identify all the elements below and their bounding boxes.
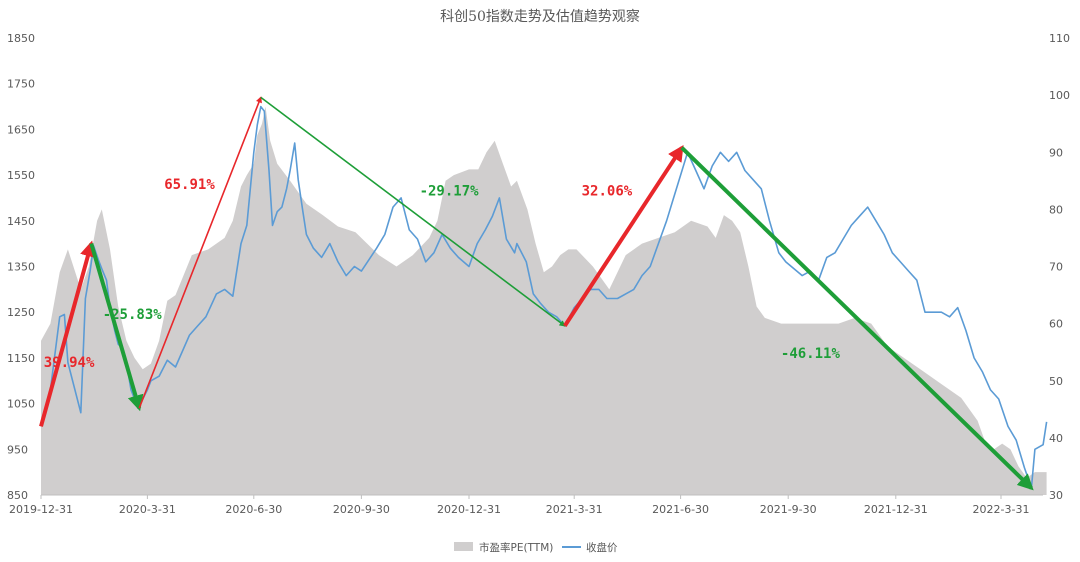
x-tick-label: 2019-12-31 [9,503,73,516]
y-left-tick-label: 950 [7,443,28,456]
x-axis: 2019-12-31 2020-3-31 2020-6-30 2020-9-30 202… [9,495,1029,516]
annotation-label: -25.83% [103,307,163,323]
y-left-tick-label: 1350 [7,261,35,274]
annotation-label: 39.94% [44,355,95,371]
pe-area-layer [41,106,1047,495]
x-tick-label: 2020-3-31 [119,503,176,516]
trend-arrows [39,96,1034,491]
x-tick-label: 2021-9-30 [760,503,817,516]
y-left-tick-label: 1850 [7,32,35,45]
x-tick-label: 2020-9-30 [333,503,390,516]
legend-swatch-pe [454,542,473,551]
legend-label-pe: 市盈率PE(TTM) [479,541,553,554]
y-right-tick-label: 80 [1049,203,1063,216]
y-right-tick-label: 40 [1049,432,1063,445]
y-right-tick-label: 100 [1049,89,1070,102]
trend-arrow [138,96,262,409]
y-left-tick-label: 1750 [7,78,35,91]
legend-label-close: 收盘价 [586,541,618,554]
legend: 市盈率PE(TTM) 收盘价 [454,541,618,554]
annotation-label: -29.17% [420,184,480,200]
x-tick-label: 2021-3-31 [546,503,603,516]
annotations: 39.94% -25.83% 65.91% -29.17% 32.06% -46.11% [44,177,841,371]
y-left-tick-label: 1550 [7,169,35,182]
y-left-tick-label: 1050 [7,398,35,411]
close-line-layer [40,105,1048,489]
y-axis-left: 850 950 1050 1150 1250 1350 1450 1550 1650 1750 18… [7,32,35,502]
y-left-tick-label: 1450 [7,215,35,228]
annotation-label: -46.11% [781,346,841,362]
y-right-tick-label: 30 [1049,489,1063,502]
x-tick-label: 2022-3-31 [973,503,1030,516]
y-right-tick-label: 50 [1049,375,1063,388]
trend-arrow [680,146,1034,491]
x-tick-label: 2021-12-31 [864,503,928,516]
y-right-tick-label: 90 [1049,146,1063,159]
x-tick-label: 2021-6-30 [652,503,709,516]
y-left-tick-label: 1650 [7,123,35,136]
trend-arrow [563,145,684,327]
chart-title: 科创50指数走势及估值趋势观察 [440,8,640,25]
trend-arrow [39,240,96,427]
annotation-label: 65.91% [164,177,215,193]
y-left-tick-label: 1250 [7,306,35,319]
x-tick-label: 2020-12-31 [437,503,501,516]
x-tick-label: 2020-6-30 [225,503,282,516]
y-left-tick-label: 1150 [7,352,35,365]
y-right-tick-label: 60 [1049,318,1063,331]
y-right-tick-label: 70 [1049,261,1063,274]
annotation-label: 32.06% [582,184,633,200]
y-left-tick-label: 850 [7,489,28,502]
trend-arrow [260,96,566,327]
pe-area-series [41,106,1047,495]
y-right-tick-label: 110 [1049,32,1070,45]
trend-arrow [89,243,144,412]
y-axis-right: 30 40 50 60 70 80 90 100 110 [1049,32,1070,502]
close-price-line [40,105,1048,489]
